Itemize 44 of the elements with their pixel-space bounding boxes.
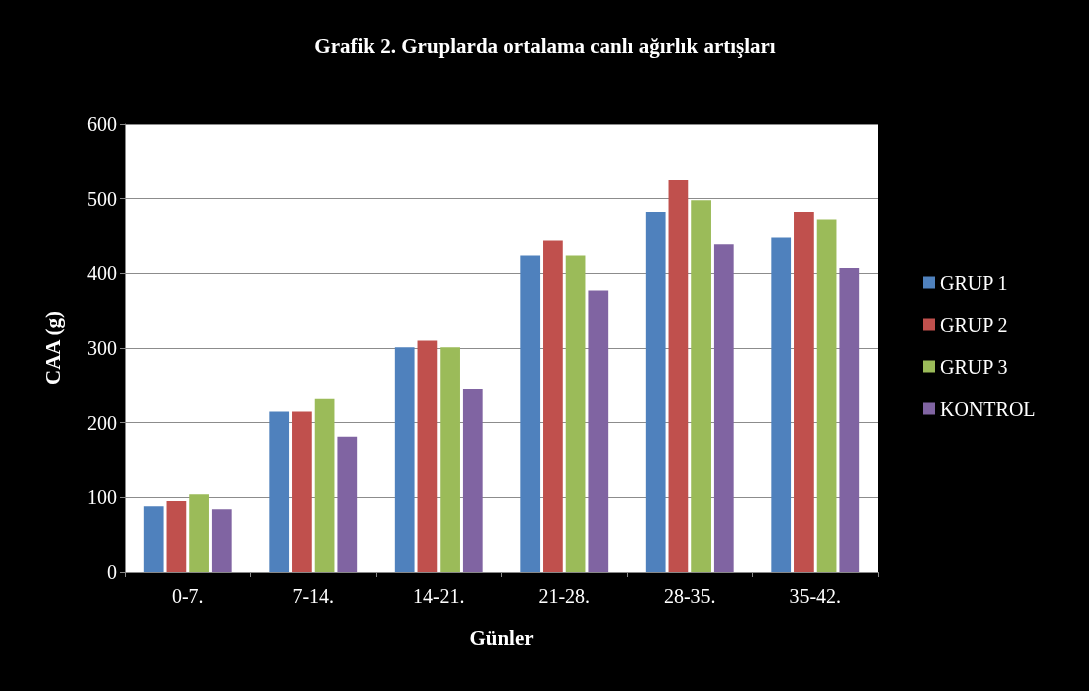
- bar: [314, 398, 335, 572]
- x-tick-label: 35-42.: [789, 585, 842, 607]
- bar: [337, 436, 358, 572]
- legend-label: GRUP 3: [940, 355, 1008, 378]
- y-tick-label: 100: [87, 486, 117, 509]
- bar: [166, 501, 187, 572]
- y-tick-label: 300: [87, 337, 117, 359]
- x-tick-label: 0-7.: [171, 585, 204, 607]
- bar: [292, 411, 312, 572]
- chart-title: Grafik 2. Gruplarda ortalama canlı ağırlık artışları: [314, 33, 776, 58]
- bar: [269, 411, 290, 572]
- bar: [565, 255, 586, 572]
- y-tick-label: 600: [87, 113, 117, 135]
- bar: [588, 290, 609, 572]
- bar: [520, 255, 541, 572]
- bar: [816, 219, 837, 572]
- y-axis-title: CAA (g): [40, 310, 65, 386]
- bar: [691, 200, 711, 572]
- bar: [440, 347, 460, 572]
- bar: [189, 494, 209, 572]
- x-axis-title: Günler: [469, 625, 534, 650]
- bar: [713, 244, 734, 572]
- legend-label: GRUP 2: [940, 313, 1008, 336]
- legend-label: KONTROL: [940, 397, 1036, 420]
- x-tick-label: 14-21.: [412, 585, 465, 607]
- bar: [417, 340, 438, 572]
- bar: [839, 268, 860, 572]
- y-tick-label: 400: [87, 262, 117, 285]
- x-tick-label: 7-14.: [292, 585, 335, 607]
- y-tick-label: 0: [107, 561, 117, 583]
- bar: [394, 347, 415, 572]
- bar: [645, 212, 666, 572]
- y-tick-label: 500: [87, 187, 117, 210]
- bar: [143, 506, 164, 572]
- x-tick-label: 28-35.: [663, 585, 716, 607]
- bar: [794, 212, 814, 572]
- bar: [771, 237, 792, 572]
- bar: [668, 180, 689, 572]
- bar: [462, 389, 483, 572]
- x-tick-label: 21-28.: [538, 585, 591, 607]
- legend-label: GRUP 1: [940, 271, 1008, 294]
- y-tick-label: 200: [87, 411, 117, 434]
- bar: [543, 240, 563, 572]
- bar: [211, 509, 232, 572]
